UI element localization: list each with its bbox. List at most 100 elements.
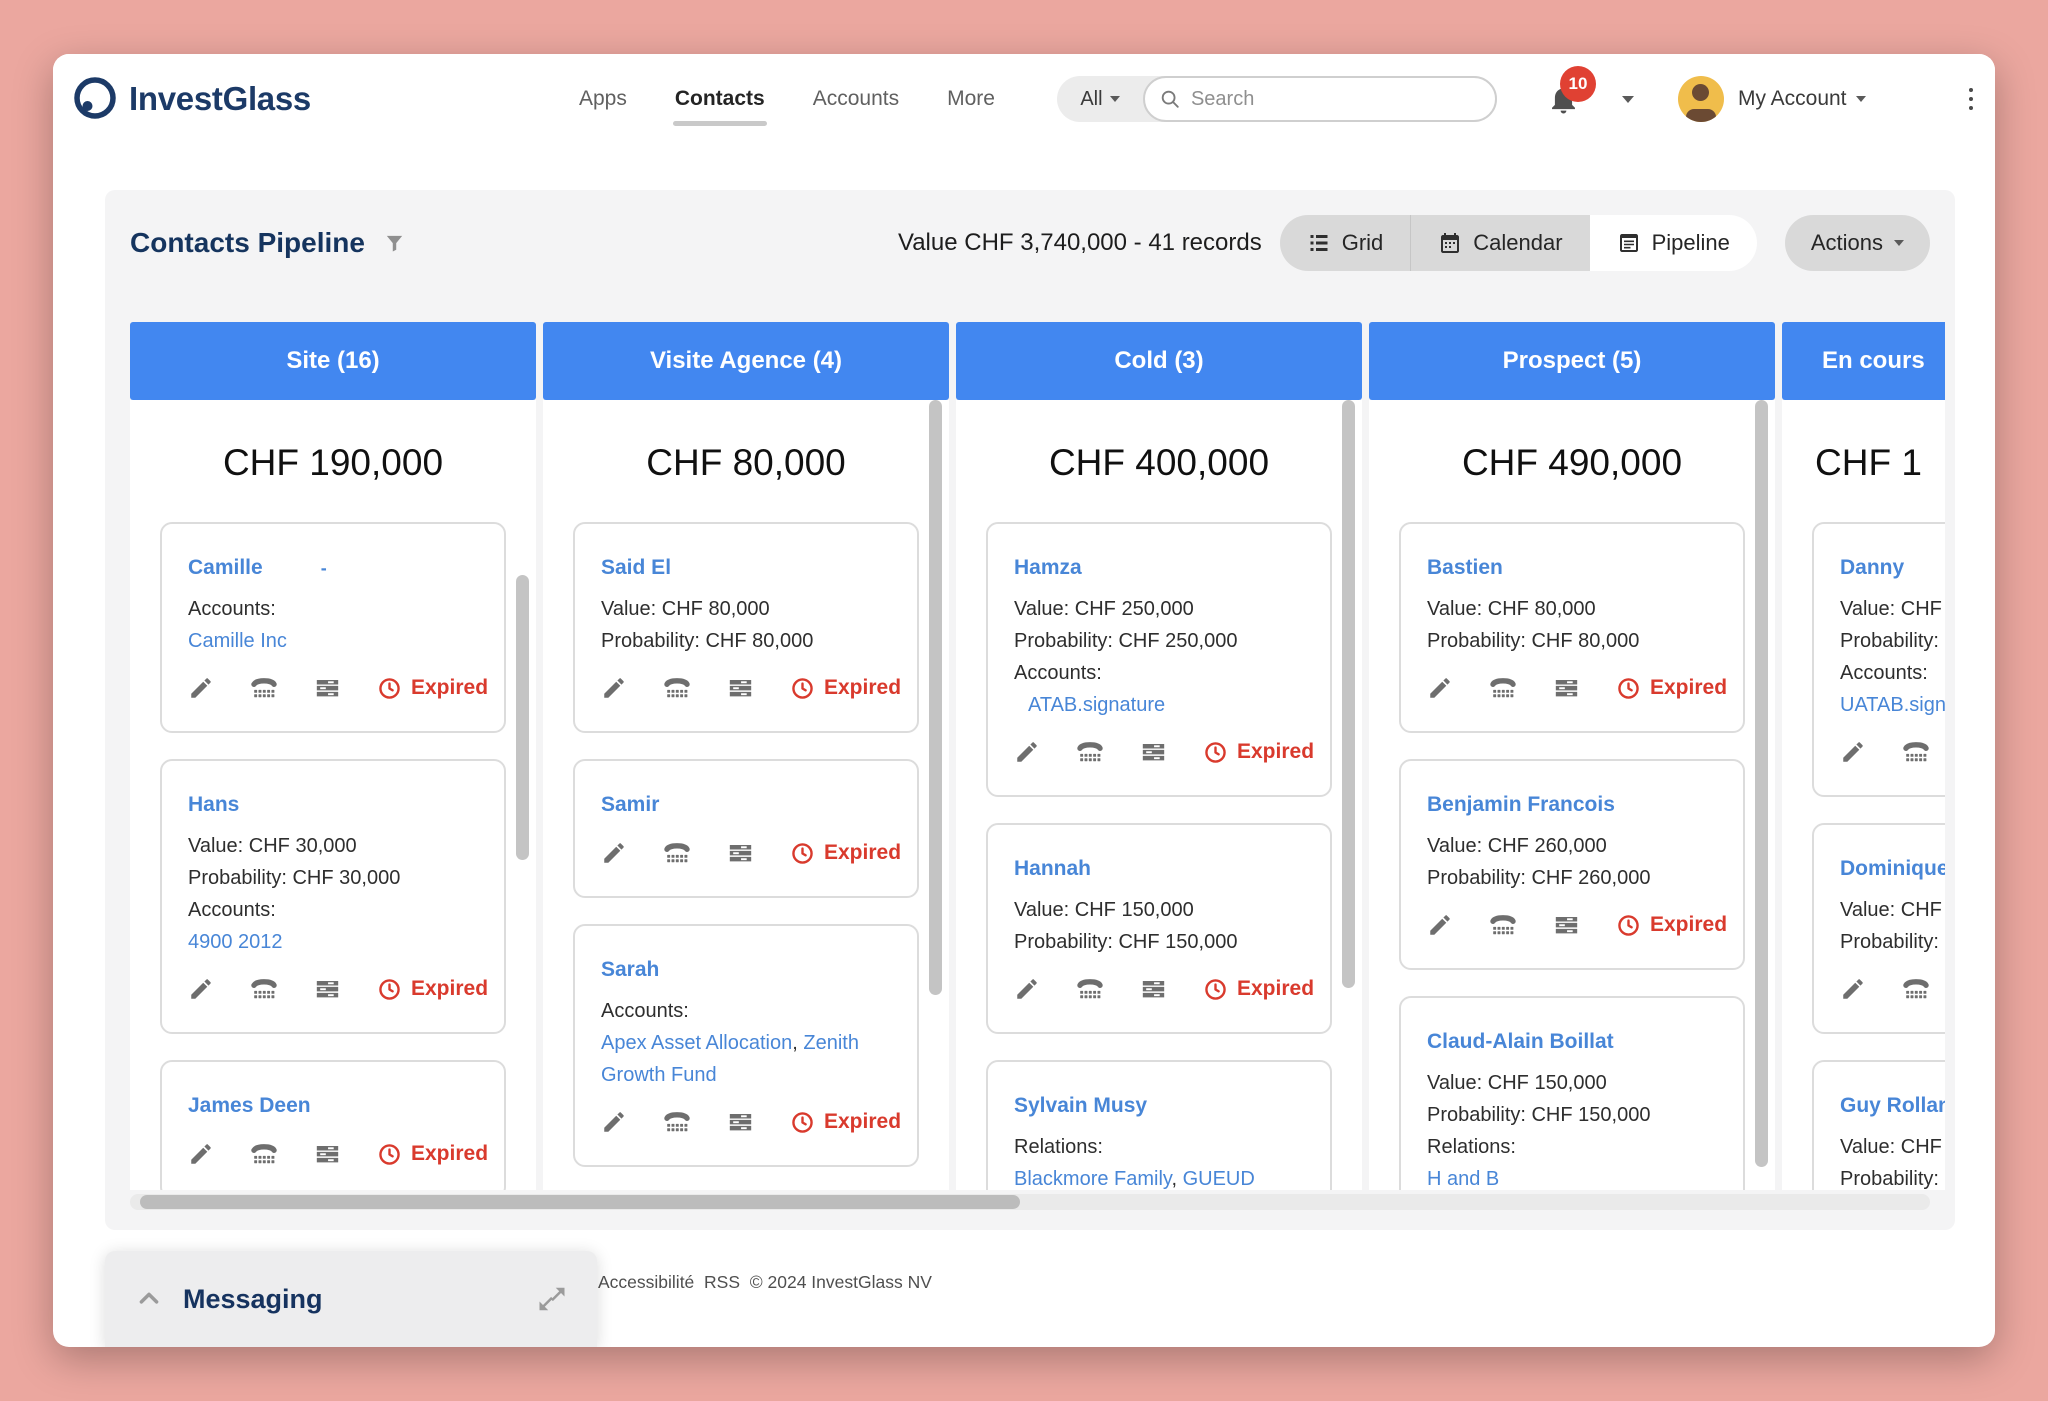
notes-icon[interactable] — [314, 1141, 341, 1168]
card-link[interactable]: Apex Asset Allocation — [601, 1032, 793, 1054]
edit-icon[interactable] — [1014, 739, 1040, 765]
contact-card[interactable]: Bastien Value: CHF 80,000 Probability: CHF… — [1399, 522, 1745, 733]
edit-icon[interactable] — [601, 840, 627, 866]
phone-icon[interactable] — [663, 839, 691, 867]
phone-icon[interactable] — [663, 1108, 691, 1136]
edit-icon[interactable] — [601, 675, 627, 701]
messaging-dock[interactable]: Messaging — [105, 1251, 597, 1347]
contact-name-link[interactable]: Sylvain Musy — [1014, 1094, 1148, 1117]
edit-icon[interactable] — [188, 675, 214, 701]
card-link[interactable]: UATAB.signa — [1840, 694, 1945, 716]
edit-icon[interactable] — [1840, 739, 1866, 765]
my-account-menu[interactable]: My Account — [1738, 87, 1866, 111]
contact-card[interactable]: Sarah Accounts: Apex Asset Allocation, Zen… — [573, 924, 919, 1167]
contact-name-link[interactable]: Claud-Alain Boillat — [1427, 1030, 1614, 1053]
notes-icon[interactable] — [727, 675, 754, 702]
brand-logo[interactable]: InvestGlass — [69, 73, 311, 125]
filter-funnel-icon[interactable] — [383, 232, 406, 255]
contact-card[interactable]: James Deen Expired — [160, 1060, 506, 1190]
contact-name-link[interactable]: James Deen — [188, 1094, 311, 1117]
contact-name-link[interactable]: Samir — [601, 793, 660, 816]
horizontal-scrollbar-thumb[interactable] — [140, 1195, 1020, 1209]
view-grid-button[interactable]: Grid — [1279, 215, 1411, 271]
card-link[interactable]: Blackmore Family — [1014, 1168, 1172, 1190]
contact-card[interactable]: Hannah Value: CHF 150,000 Probability: CHF… — [986, 823, 1332, 1034]
notes-icon[interactable] — [727, 1109, 754, 1136]
contact-name-link[interactable]: Danny — [1840, 556, 1905, 579]
notes-icon[interactable] — [314, 976, 341, 1003]
notes-icon[interactable] — [314, 675, 341, 702]
edit-icon[interactable] — [1427, 675, 1453, 701]
contact-name-link[interactable]: Hamza — [1014, 556, 1082, 579]
contact-card[interactable]: Sylvain Musy Relations: Blackmore Family, … — [986, 1060, 1332, 1190]
contact-name-link[interactable]: Hannah — [1014, 857, 1092, 880]
footer-link-accessibility[interactable]: Accessibilité — [598, 1272, 695, 1292]
phone-icon[interactable] — [1489, 911, 1517, 939]
phone-icon[interactable] — [1076, 738, 1104, 766]
contact-name-link[interactable]: Camille — [188, 556, 263, 579]
horizontal-scrollbar[interactable] — [130, 1194, 1930, 1210]
contact-card[interactable]: Hamza Value: CHF 250,000 Probability: CHF … — [986, 522, 1332, 797]
card-link[interactable]: Camille Inc — [188, 630, 287, 652]
contact-name-link[interactable]: Sarah — [601, 958, 660, 981]
contact-name-extra-link[interactable]: - — [320, 558, 327, 578]
contact-card[interactable]: Dominique V Value: CHF 1 Probability: C Exp… — [1812, 823, 1945, 1034]
edit-icon[interactable] — [1014, 976, 1040, 1002]
phone-icon[interactable] — [1076, 975, 1104, 1003]
column-scrollbar-thumb[interactable] — [1755, 400, 1768, 1167]
notes-icon[interactable] — [727, 840, 754, 867]
nav-item-accounts[interactable]: Accounts — [812, 87, 900, 110]
edit-icon[interactable] — [188, 1141, 214, 1167]
card-link[interactable]: 4900 2012 — [188, 931, 283, 953]
contact-card[interactable]: Said El Value: CHF 80,000 Probability: CHF… — [573, 522, 919, 733]
column-scrollbar-thumb[interactable] — [516, 575, 529, 860]
contact-card[interactable]: Claud-Alain Boillat Value: CHF 150,000 Pro… — [1399, 996, 1745, 1190]
contact-name-link[interactable]: Hans — [188, 793, 240, 816]
nav-item-contacts[interactable]: Contacts — [672, 87, 767, 126]
phone-icon[interactable] — [250, 975, 278, 1003]
contact-card[interactable]: Danny Value: CHF 5 Probability: C Accounts:… — [1812, 522, 1945, 797]
nav-item-apps[interactable]: Apps — [578, 87, 627, 110]
overflow-menu-button[interactable] — [1961, 82, 1982, 117]
contact-name-link[interactable]: Bastien — [1427, 556, 1503, 579]
column-scrollbar-thumb[interactable] — [929, 400, 942, 995]
notes-icon[interactable] — [1140, 976, 1167, 1003]
edit-icon[interactable] — [1427, 912, 1453, 938]
edit-icon[interactable] — [601, 1109, 627, 1135]
contact-card[interactable]: Hans Value: CHF 30,000 Probability: CHF 30… — [160, 759, 506, 1034]
phone-icon[interactable] — [250, 674, 278, 702]
phone-icon[interactable] — [1902, 975, 1930, 1003]
contact-name-link[interactable]: Guy Rollan — [1840, 1094, 1945, 1117]
phone-icon[interactable] — [1489, 674, 1517, 702]
column-scrollbar-thumb[interactable] — [1342, 400, 1355, 988]
actions-dropdown-button[interactable]: Actions — [1784, 215, 1930, 271]
notifications-chevron-down-icon[interactable] — [1621, 95, 1634, 103]
nav-item-more[interactable]: More — [947, 87, 995, 110]
phone-icon[interactable] — [250, 1140, 278, 1168]
notes-icon[interactable] — [1553, 912, 1580, 939]
contact-card[interactable]: Camille - Accounts: Camille Inc Expired — [160, 522, 506, 733]
phone-icon[interactable] — [1902, 738, 1930, 766]
phone-icon[interactable] — [663, 674, 691, 702]
card-link[interactable]: ATAB.signature — [1028, 694, 1166, 716]
contact-name-link[interactable]: Benjamin Francois — [1427, 793, 1615, 816]
edit-icon[interactable] — [1840, 976, 1866, 1002]
footer-link-rss[interactable]: RSS — [704, 1272, 741, 1292]
notes-icon[interactable] — [1140, 739, 1167, 766]
contact-card[interactable]: Benjamin Francois Value: CHF 260,000 Proba… — [1399, 759, 1745, 970]
view-pipeline-button[interactable]: Pipeline — [1589, 215, 1757, 271]
contact-card[interactable]: Samir Expired — [573, 759, 919, 898]
expand-icon[interactable] — [537, 1284, 567, 1314]
search-scope-dropdown[interactable]: All — [1057, 88, 1143, 111]
contact-name-link[interactable]: Said El — [601, 556, 672, 579]
view-calendar-button[interactable]: Calendar — [1410, 215, 1590, 271]
card-link[interactable]: Zenith Growth Fund — [601, 1032, 859, 1086]
notes-icon[interactable] — [1553, 675, 1580, 702]
avatar[interactable] — [1677, 76, 1724, 122]
notifications-button[interactable]: 10 — [1547, 65, 1596, 116]
card-link[interactable]: GUEUD — [1182, 1168, 1255, 1190]
search-input[interactable] — [1144, 87, 1495, 111]
contact-name-link[interactable]: Dominique V — [1840, 857, 1945, 880]
card-link[interactable]: H and B — [1427, 1168, 1500, 1190]
